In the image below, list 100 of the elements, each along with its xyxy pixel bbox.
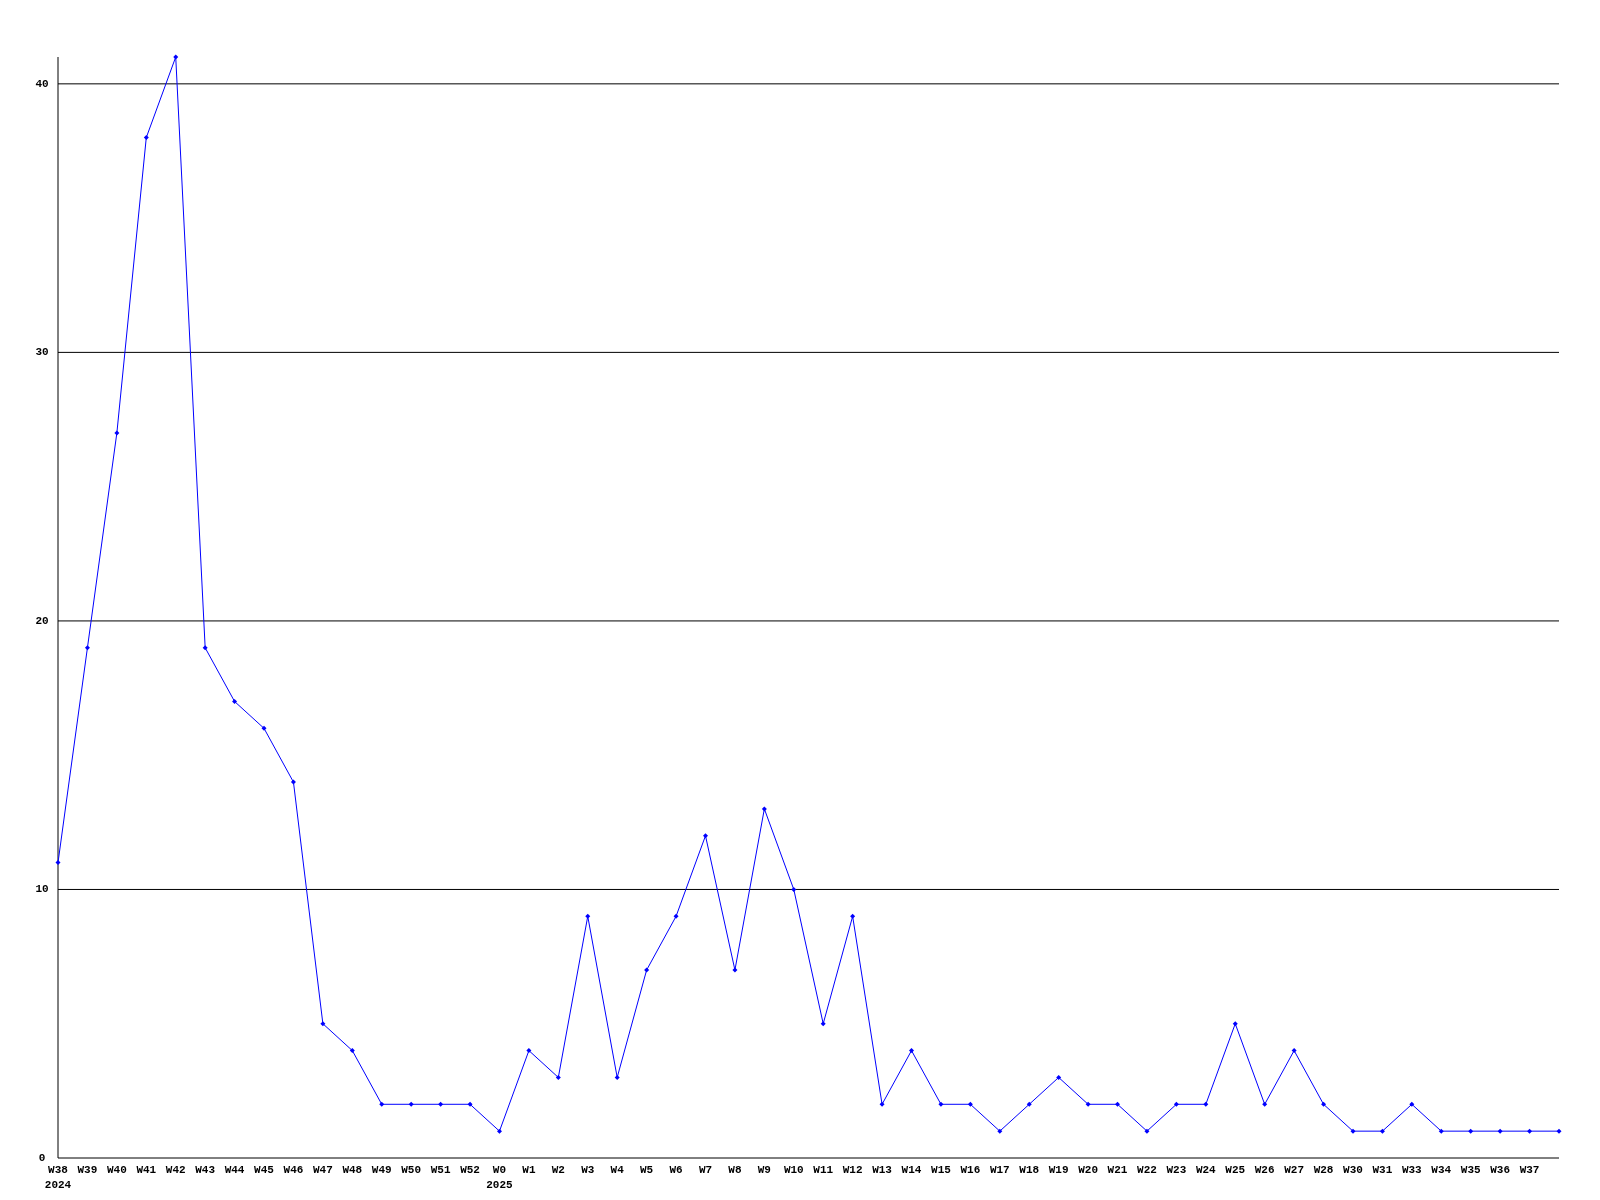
x-tick-label: W31 <box>1372 1164 1393 1176</box>
point <box>614 1074 620 1080</box>
x-tick-label: W34 <box>1431 1164 1452 1176</box>
point <box>967 1101 973 1107</box>
x-tick-label: W8 <box>728 1164 742 1176</box>
point <box>997 1128 1003 1134</box>
point <box>1262 1101 1268 1107</box>
x-tick-label: W50 <box>401 1164 422 1176</box>
x-tick-label: W1 <box>522 1164 536 1176</box>
x-tick-label: W38 2024 <box>44 1164 72 1191</box>
x-tick-label: W20 <box>1078 1164 1098 1176</box>
x-tick-label: W47 <box>312 1164 333 1176</box>
point <box>1291 1048 1297 1054</box>
point <box>1321 1101 1327 1107</box>
point <box>202 645 208 651</box>
x-tick-label: W25 <box>1225 1164 1246 1176</box>
point <box>1497 1128 1503 1134</box>
x-tick-label: W33 <box>1401 1164 1423 1176</box>
x-tick-label: W16 <box>960 1164 981 1176</box>
point <box>1085 1101 1091 1107</box>
x-tick-label: W27 <box>1284 1164 1305 1176</box>
point <box>644 967 650 973</box>
x-tick-label: W6 <box>669 1164 683 1176</box>
x-tick-label: W36 <box>1490 1164 1511 1176</box>
x-tick-label: W51 <box>430 1164 451 1176</box>
y-tick-label: 20 <box>35 614 49 627</box>
point <box>761 806 767 812</box>
point <box>173 54 179 60</box>
x-tick-label: W17 <box>989 1164 1010 1176</box>
point <box>1144 1128 1150 1134</box>
point <box>408 1101 414 1107</box>
point <box>820 1021 826 1027</box>
point <box>879 1101 885 1107</box>
point <box>909 1048 915 1054</box>
x-tick-label: W0 2025 <box>486 1164 514 1191</box>
point <box>1056 1074 1062 1080</box>
point <box>379 1101 385 1107</box>
x-tick-label: W35 <box>1460 1164 1481 1176</box>
point <box>850 913 856 919</box>
y-tick-label: 40 <box>35 77 49 90</box>
point <box>1527 1128 1533 1134</box>
x-tick-label: W14 <box>901 1164 922 1176</box>
point <box>1173 1101 1179 1107</box>
point <box>467 1101 473 1107</box>
x-tick-label: W12 <box>842 1164 863 1176</box>
point <box>702 833 708 839</box>
point <box>938 1101 944 1107</box>
x-tick-label: W2 <box>551 1164 565 1176</box>
x-tick-label: W3 <box>581 1164 595 1176</box>
point <box>114 430 120 436</box>
point <box>1379 1128 1385 1134</box>
point <box>526 1048 532 1054</box>
x-tick-label: W44 <box>224 1164 245 1176</box>
point <box>55 860 61 866</box>
x-tick-label: W21 <box>1107 1164 1128 1176</box>
point <box>261 725 267 731</box>
point <box>791 886 797 892</box>
x-tick-label: W5 <box>640 1164 654 1176</box>
x-tick-label: W10 <box>783 1164 804 1176</box>
point <box>1556 1128 1562 1134</box>
point <box>438 1101 444 1107</box>
y-tick-label: 30 <box>35 346 49 359</box>
point <box>232 698 238 704</box>
y-tick-label: 0 <box>38 1152 46 1164</box>
x-tick-label: W15 <box>931 1164 952 1176</box>
point <box>1409 1101 1415 1107</box>
x-tick-label: W39 <box>77 1164 98 1176</box>
x-tick-label: W19 <box>1048 1164 1069 1176</box>
x-tick-label: W46 <box>283 1164 304 1176</box>
point <box>555 1074 561 1080</box>
x-tick-label: W49 <box>371 1164 392 1176</box>
point <box>1438 1128 1444 1134</box>
y-tick-label: 10 <box>35 883 49 896</box>
x-tick-label: W4 <box>610 1164 625 1176</box>
x-tick-label: W40 <box>106 1164 127 1176</box>
x-tick-label: W37 <box>1519 1164 1540 1176</box>
point <box>673 913 679 919</box>
point <box>143 135 149 141</box>
x-tick-label: W11 <box>813 1164 834 1176</box>
point <box>1232 1021 1238 1027</box>
point <box>1203 1101 1209 1107</box>
point <box>320 1021 326 1027</box>
point <box>1350 1128 1356 1134</box>
point <box>290 779 296 785</box>
point <box>585 913 591 919</box>
x-tick-label: W7 <box>698 1164 713 1176</box>
x-tick-label: W13 <box>872 1164 893 1176</box>
x-tick-label: W23 <box>1166 1164 1187 1176</box>
x-tick-label: W26 <box>1254 1164 1275 1176</box>
x-tick-label: W41 <box>136 1164 157 1176</box>
point <box>84 645 90 651</box>
x-tick-label: W48 <box>342 1164 363 1176</box>
x-tick-label: W24 <box>1195 1164 1217 1176</box>
point <box>349 1048 355 1054</box>
x-tick-label: W52 <box>460 1164 480 1176</box>
point <box>1468 1128 1474 1134</box>
x-tick-label: W22 <box>1137 1164 1157 1176</box>
x-tick-label: W43 <box>195 1164 216 1176</box>
x-tick-label: W42 <box>165 1164 186 1176</box>
x-tick-label: W18 <box>1019 1164 1040 1176</box>
